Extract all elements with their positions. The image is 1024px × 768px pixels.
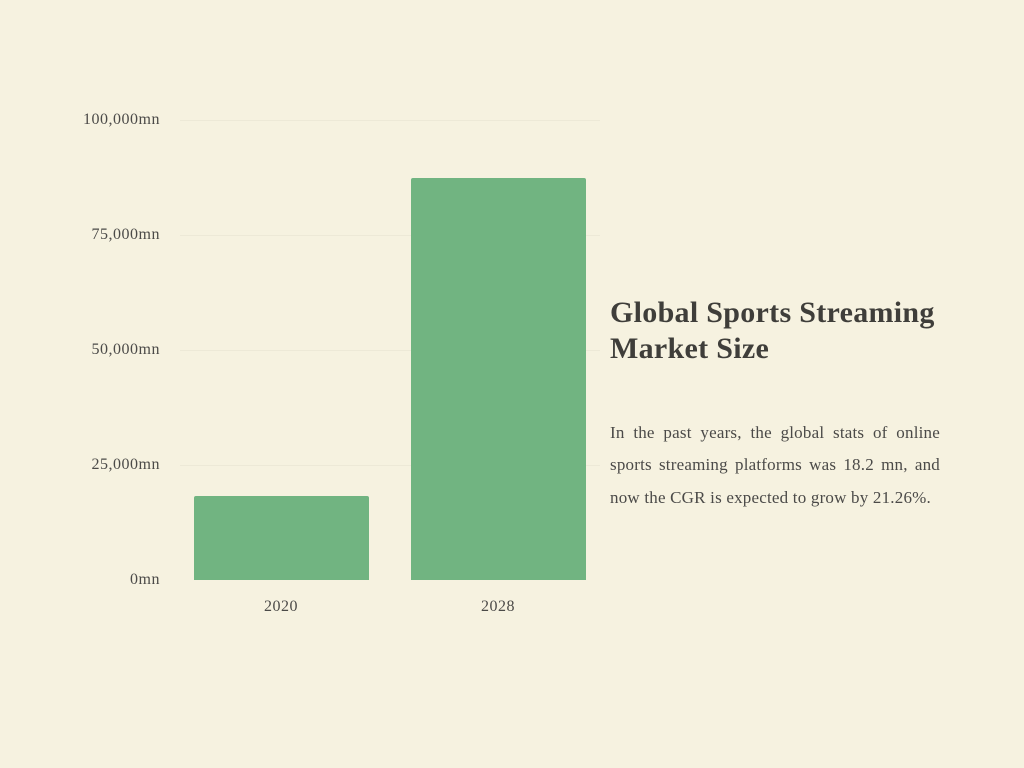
chart-description: In the past years, the global stats of o… <box>610 417 940 514</box>
infographic-canvas: 100,000mn 75,000mn 50,000mn 25,000mn 0mn… <box>0 0 1024 768</box>
y-tick-label: 0mn <box>60 571 160 589</box>
x-tick-label: 2028 <box>481 598 515 616</box>
chart-title: Global Sports Streaming Market Size <box>610 295 940 367</box>
y-tick-label: 50,000mn <box>60 341 160 359</box>
y-tick-label: 100,000mn <box>60 111 160 129</box>
y-tick-label: 25,000mn <box>60 456 160 474</box>
bar-chart: 100,000mn 75,000mn 50,000mn 25,000mn 0mn… <box>60 120 590 620</box>
bar-2020 <box>194 496 369 580</box>
x-axis: 2020 2028 <box>180 598 600 628</box>
x-tick-label: 2020 <box>264 598 298 616</box>
y-tick-label: 75,000mn <box>60 226 160 244</box>
text-block: Global Sports Streaming Market Size In t… <box>610 295 940 514</box>
plot-area <box>180 120 600 580</box>
bar-2028 <box>411 178 586 581</box>
y-axis: 100,000mn 75,000mn 50,000mn 25,000mn 0mn <box>60 120 170 580</box>
